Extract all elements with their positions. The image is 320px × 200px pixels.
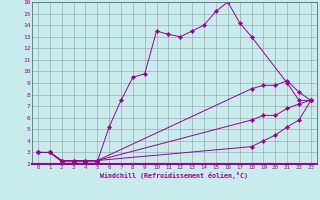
X-axis label: Windchill (Refroidissement éolien,°C): Windchill (Refroidissement éolien,°C)	[100, 172, 248, 179]
